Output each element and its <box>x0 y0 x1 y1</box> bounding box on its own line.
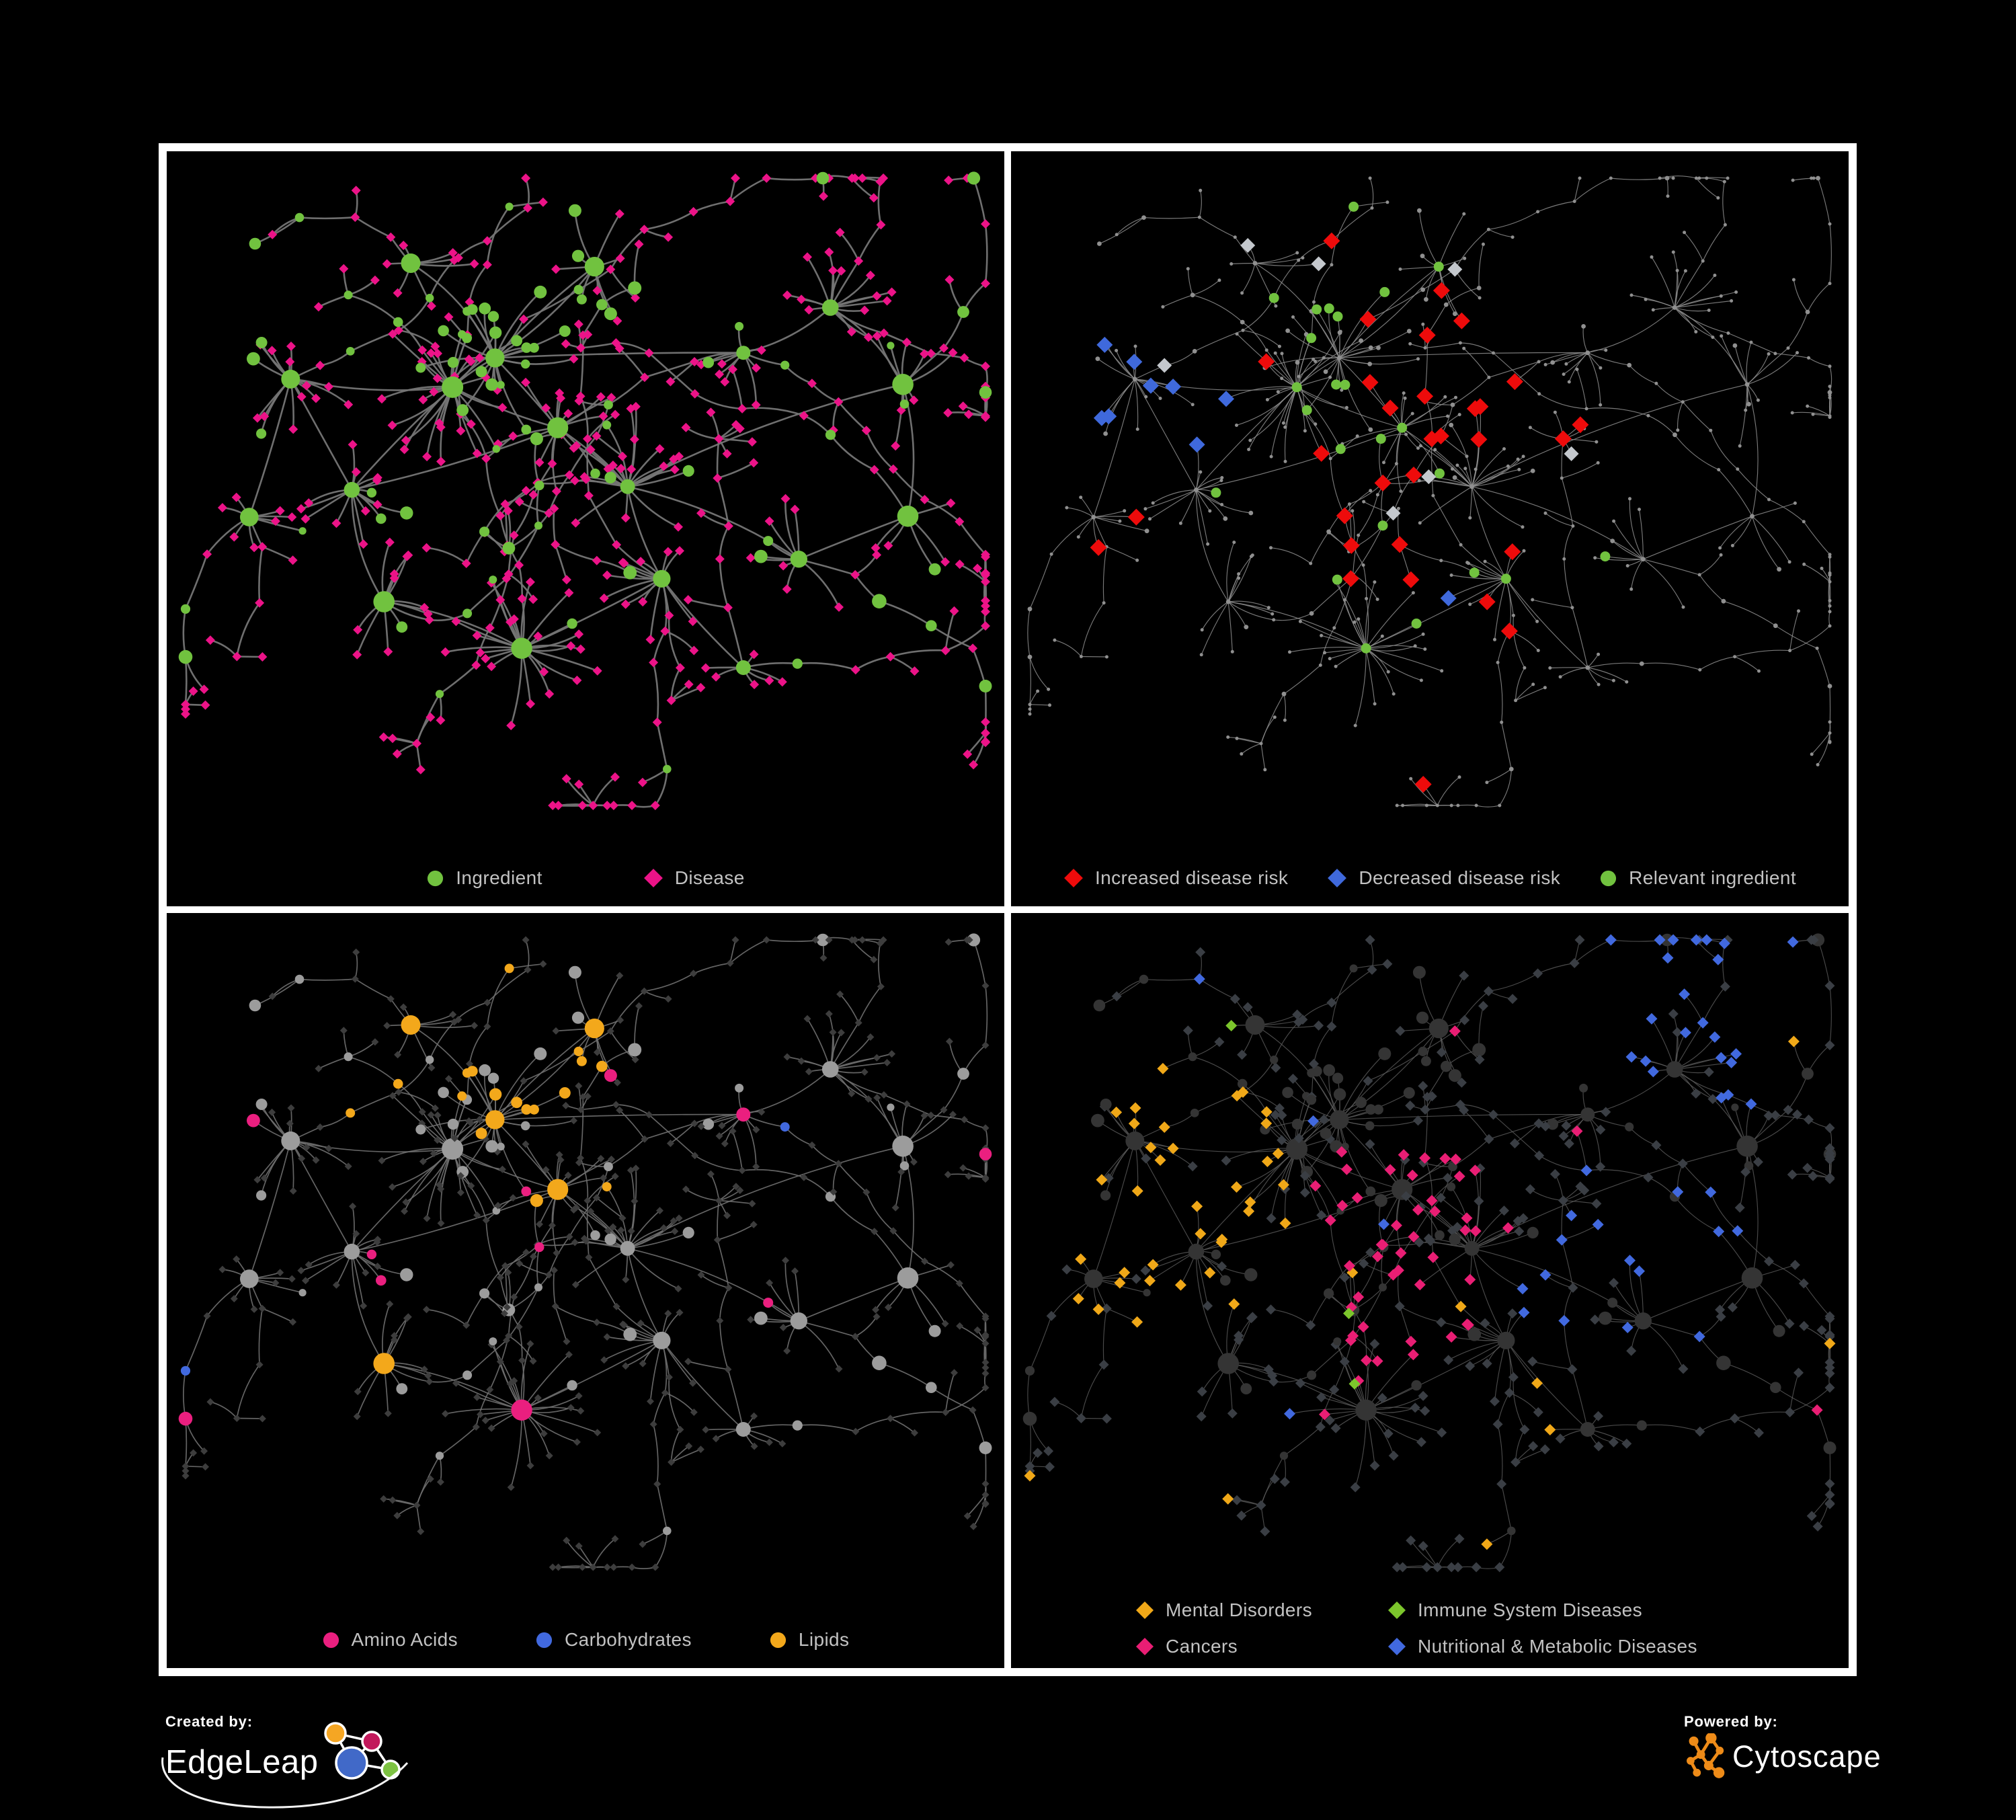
legend-item-nutritional-metabolic-diseases: Nutritional & Metabolic Diseases <box>1387 1636 1697 1657</box>
edgeleap-attribution: Created by: EdgeLeap <box>161 1713 454 1809</box>
network-graph-disease-risk <box>1027 175 1832 807</box>
panel-disease-risk: Increased disease risk Decreased disease… <box>1011 151 1849 906</box>
legend-item-disease: Disease <box>643 867 745 889</box>
legend-nutrient-class: Amino Acids Carbohydrates Lipids <box>167 1629 1004 1651</box>
legend-disease-category: Mental Disorders Immune System Diseases … <box>1135 1599 1697 1657</box>
legend-label: Decreased disease risk <box>1359 867 1561 888</box>
node-layer <box>181 173 990 810</box>
diamond-marker-icon <box>1388 1638 1406 1655</box>
legend-label: Cancers <box>1166 1636 1238 1657</box>
legend-item-ingredient: Ingredient <box>426 867 542 889</box>
legend-label: Mental Disorders <box>1166 1599 1313 1620</box>
highlight-node-layer <box>1024 934 1836 1550</box>
powered-by-label: Powered by: <box>1684 1713 1778 1730</box>
created-by-label: Created by: <box>165 1713 253 1730</box>
legend-label: Relevant ingredient <box>1629 867 1797 888</box>
node-layer <box>1027 175 1832 807</box>
panel-nutrient-class: Amino Acids Carbohydrates Lipids <box>167 913 1004 1668</box>
legend-ingredient-disease: Ingredient Disease <box>167 867 1004 889</box>
diamond-marker-icon <box>1064 869 1083 887</box>
legend-item-decreased-risk: Decreased disease risk <box>1327 867 1560 889</box>
edgeleap-brand-row: EdgeLeap <box>161 1722 454 1809</box>
highlight-node-layer <box>178 963 992 1426</box>
legend-item-mental-disorders: Mental Disorders <box>1135 1599 1387 1621</box>
cytoscape-brand-row: Cytoscape <box>1684 1733 1966 1779</box>
circle-marker-icon <box>1601 870 1617 886</box>
edge-layer <box>183 937 988 1569</box>
diamond-marker-icon <box>1136 1601 1154 1619</box>
network-graph-ingredient-disease <box>178 171 992 810</box>
legend-label: Lipids <box>798 1629 850 1650</box>
legend-item-increased-risk: Increased disease risk <box>1063 867 1288 889</box>
legend-label: Increased disease risk <box>1094 867 1289 888</box>
figure-grid: Ingredient Disease Increased disease ris… <box>159 143 1857 1676</box>
legend-item-cancers: Cancers <box>1135 1636 1387 1657</box>
diamond-marker-icon <box>1388 1601 1406 1619</box>
edge-layer <box>182 175 988 808</box>
network-graph-disease-category <box>1022 933 1837 1573</box>
cytoscape-attribution: Powered by: Cytoscape <box>1684 1713 1966 1794</box>
legend-label: Ingredient <box>456 867 542 888</box>
edgeleap-network-logo-icon <box>324 1722 401 1780</box>
node-layer <box>182 933 992 1571</box>
legend-disease-risk: Increased disease risk Decreased disease… <box>1011 867 1849 889</box>
legend-item-carbohydrates: Carbohydrates <box>535 1629 692 1651</box>
legend-label: Immune System Diseases <box>1418 1599 1643 1620</box>
legend-item-immune-system-diseases: Immune System Diseases <box>1387 1599 1697 1621</box>
circle-marker-icon <box>536 1632 553 1648</box>
edge-layer <box>1027 937 1832 1569</box>
diamond-marker-icon <box>643 869 663 887</box>
circle-marker-icon <box>770 1632 786 1648</box>
circle-marker-icon <box>428 870 444 886</box>
legend-item-lipids: Lipids <box>769 1629 850 1651</box>
diamond-marker-icon <box>1136 1638 1154 1655</box>
cytoscape-logo-icon <box>1687 1733 1725 1778</box>
legend-item-relevant-ingredient: Relevant ingredient <box>1599 867 1796 889</box>
cytoscape-wordmark: Cytoscape <box>1732 1739 1882 1774</box>
circle-marker-icon <box>323 1632 339 1648</box>
edge-layer <box>1027 175 1832 807</box>
diamond-marker-icon <box>1328 869 1347 887</box>
highlight-node-layer <box>1090 201 1611 793</box>
legend-label: Carbohydrates <box>565 1629 692 1650</box>
highlight-node-layer <box>178 171 992 774</box>
legend-label: Disease <box>674 867 745 888</box>
edgeleap-wordmark: EdgeLeap <box>165 1743 319 1780</box>
legend-label: Nutritional & Metabolic Diseases <box>1418 1636 1697 1657</box>
network-graph-nutrient-class <box>178 933 992 1571</box>
panel-disease-category: Mental Disorders Immune System Diseases … <box>1011 913 1849 1668</box>
node-layer <box>1022 933 1837 1573</box>
legend-item-amino-acids: Amino Acids <box>322 1629 458 1651</box>
panel-ingredient-disease: Ingredient Disease <box>167 151 1004 906</box>
legend-label: Amino Acids <box>351 1629 458 1650</box>
